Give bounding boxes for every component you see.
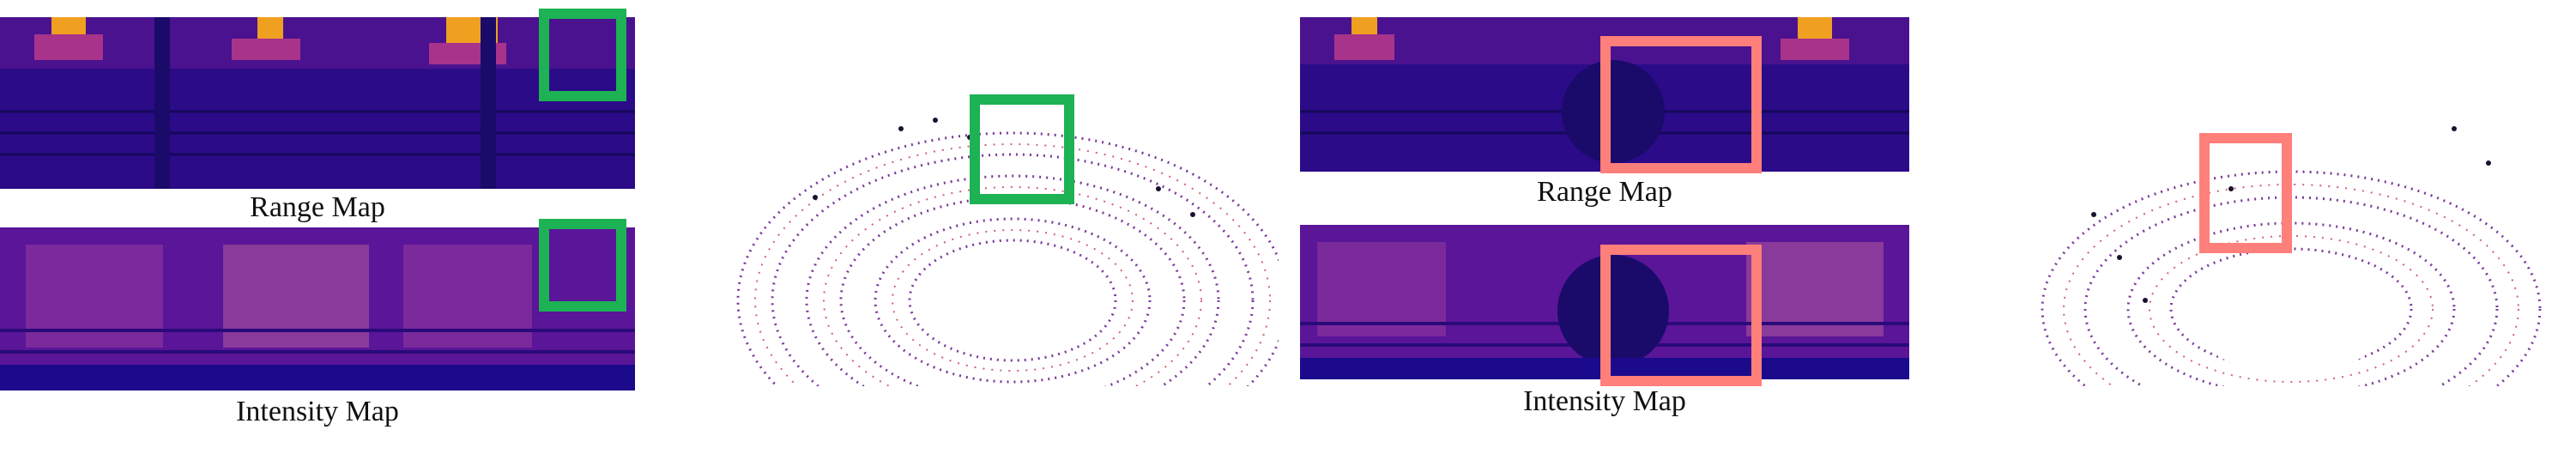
right-intensity-highlight-box [1600,245,1762,386]
right-intensity-map-caption: Intensity Map [1523,385,1686,417]
right-map-group: Range Map Intensity Map [1300,0,1909,460]
left-intensity-map-caption: Intensity Map [236,396,399,427]
left-intensity-highlight-box [539,219,626,312]
left-range-map [0,17,635,189]
left-intensity-map [0,227,635,390]
left-range-highlight-box [539,9,626,101]
left-range-map-caption: Range Map [250,191,385,223]
right-range-map-caption: Range Map [1537,176,1672,208]
right-point-cloud [1922,0,2576,386]
left-cloud-highlight-box [970,94,1074,204]
right-range-highlight-box [1600,36,1762,173]
left-map-group: Range Map Intensity Map [0,0,635,460]
left-point-cloud [644,17,1279,386]
right-cloud-highlight-box [2199,133,2292,253]
